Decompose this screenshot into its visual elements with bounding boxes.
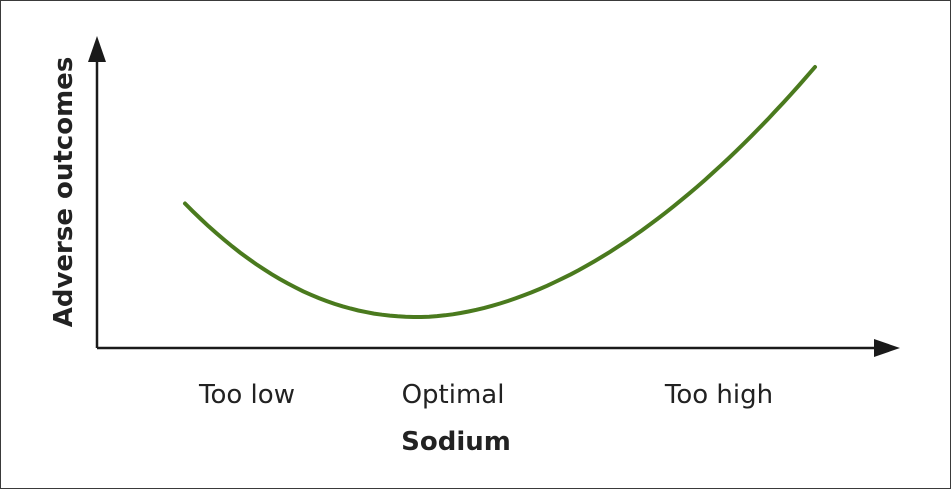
y-axis-arrow-icon [88, 36, 106, 62]
x-tick-label-optimal: Optimal [402, 380, 505, 410]
x-tick-label-too-high: Too high [664, 380, 773, 410]
x-axis-arrow-icon [874, 339, 900, 357]
x-axis-title: Sodium [401, 427, 511, 457]
y-axis-title: Adverse outcomes [49, 57, 79, 328]
x-tick-label-too-low: Too low [198, 380, 295, 410]
series-curve [183, 65, 817, 319]
